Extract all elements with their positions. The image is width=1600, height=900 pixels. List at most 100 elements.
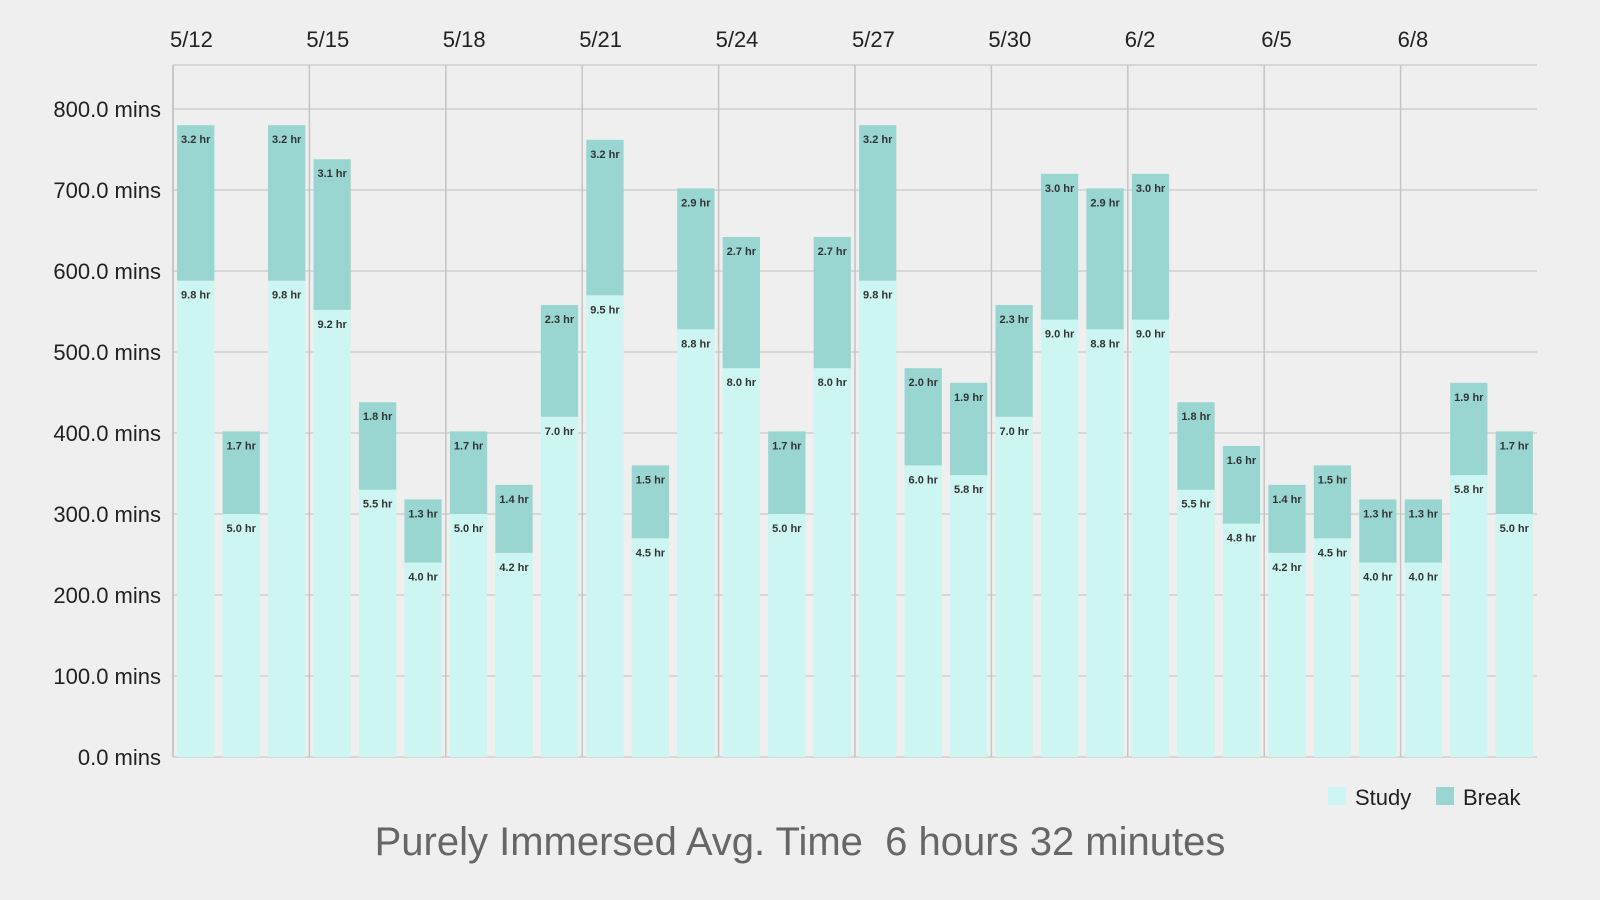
x-tick-label: 5/15 bbox=[306, 27, 349, 52]
bar-break bbox=[631, 465, 670, 539]
bar-study bbox=[904, 465, 942, 757]
break-value-label: 2.3 hr bbox=[999, 314, 1029, 326]
bar-study bbox=[1268, 552, 1306, 757]
x-tick-label: 6/8 bbox=[1398, 27, 1429, 52]
bar-break bbox=[222, 431, 260, 514]
bar-study bbox=[859, 280, 897, 757]
bar-study bbox=[222, 514, 260, 757]
bar-study bbox=[586, 295, 624, 757]
bar-break bbox=[1086, 188, 1124, 330]
study-value-label: 9.0 hr bbox=[1045, 329, 1075, 341]
break-value-label: 1.3 hr bbox=[408, 508, 438, 520]
legend-swatch bbox=[1436, 787, 1454, 805]
y-tick-label: 100.0 mins bbox=[53, 664, 161, 689]
bar-study bbox=[677, 329, 715, 757]
bar-break bbox=[449, 431, 488, 514]
bar-study bbox=[813, 368, 851, 757]
bars-layer bbox=[177, 125, 1533, 757]
y-tick-label: 800.0 mins bbox=[53, 97, 161, 122]
bar-study bbox=[995, 416, 1033, 757]
study-value-label: 5.0 hr bbox=[772, 523, 802, 535]
legend-label: Study bbox=[1355, 785, 1411, 810]
legend-label: Break bbox=[1463, 785, 1521, 810]
study-value-label: 9.8 hr bbox=[863, 290, 893, 302]
break-value-label: 2.9 hr bbox=[1090, 197, 1120, 209]
study-value-label: 7.0 hr bbox=[545, 426, 575, 438]
bar-break bbox=[404, 499, 442, 563]
break-value-label: 3.2 hr bbox=[272, 134, 302, 146]
y-tick-label: 600.0 mins bbox=[53, 259, 161, 284]
bar-study bbox=[495, 552, 533, 757]
break-value-label: 1.7 hr bbox=[1500, 440, 1530, 452]
break-value-label: 3.0 hr bbox=[1045, 183, 1075, 195]
study-value-label: 4.5 hr bbox=[1318, 547, 1348, 559]
bar-break bbox=[813, 236, 851, 369]
break-value-label: 2.7 hr bbox=[818, 246, 848, 258]
y-tick-label: 0.0 mins bbox=[78, 745, 161, 770]
bar-study bbox=[1313, 538, 1352, 757]
bar-break bbox=[358, 402, 397, 490]
bar-break bbox=[1404, 499, 1442, 563]
study-value-label: 5.0 hr bbox=[1500, 523, 1530, 535]
break-value-label: 3.2 hr bbox=[181, 134, 211, 146]
study-value-label: 8.0 hr bbox=[818, 377, 848, 389]
bar-break bbox=[268, 125, 306, 281]
break-value-label: 2.7 hr bbox=[727, 246, 757, 258]
break-value-label: 2.0 hr bbox=[909, 377, 939, 389]
y-tick-label: 400.0 mins bbox=[53, 421, 161, 446]
break-value-label: 1.6 hr bbox=[1227, 455, 1257, 467]
bar-break bbox=[1131, 173, 1170, 320]
bar-break bbox=[1040, 173, 1079, 320]
bar-break bbox=[722, 236, 760, 369]
bar-break bbox=[1495, 431, 1533, 514]
bar-study bbox=[1359, 562, 1397, 757]
bar-study bbox=[1040, 319, 1079, 757]
y-tick-label: 500.0 mins bbox=[53, 340, 161, 365]
summary-value: 6 hours 32 minutes bbox=[885, 820, 1226, 864]
study-value-label: 8.8 hr bbox=[1090, 338, 1120, 350]
study-value-label: 9.2 hr bbox=[317, 319, 347, 331]
break-value-label: 1.9 hr bbox=[954, 392, 984, 404]
bar-study bbox=[268, 280, 306, 757]
break-value-label: 1.8 hr bbox=[1181, 411, 1211, 423]
bar-study bbox=[1131, 319, 1170, 757]
study-value-label: 7.0 hr bbox=[999, 426, 1029, 438]
study-value-label: 4.8 hr bbox=[1227, 533, 1257, 545]
bar-study bbox=[1222, 523, 1261, 757]
study-value-label: 5.5 hr bbox=[1181, 499, 1211, 511]
study-value-label: 4.0 hr bbox=[1409, 572, 1439, 584]
study-value-label: 5.0 hr bbox=[227, 523, 257, 535]
bar-study bbox=[1450, 475, 1488, 757]
bar-break bbox=[586, 139, 624, 296]
avg-time-summary: Purely Immersed Avg. Time 6 hours 32 min… bbox=[0, 820, 1600, 865]
break-value-label: 1.5 hr bbox=[1318, 474, 1348, 486]
break-value-label: 1.5 hr bbox=[636, 474, 666, 486]
x-tick-label: 5/12 bbox=[170, 27, 213, 52]
x-tick-label: 5/30 bbox=[988, 27, 1031, 52]
study-value-label: 9.8 hr bbox=[272, 290, 302, 302]
bar-break bbox=[859, 125, 897, 281]
bar-study bbox=[404, 562, 442, 757]
study-value-label: 5.8 hr bbox=[954, 484, 984, 496]
x-tick-label: 5/21 bbox=[579, 27, 622, 52]
legend: Study Break bbox=[1328, 785, 1521, 810]
study-value-label: 9.5 hr bbox=[590, 304, 620, 316]
bar-study bbox=[1404, 562, 1442, 757]
bar-break bbox=[950, 382, 988, 476]
break-value-label: 3.0 hr bbox=[1136, 183, 1166, 195]
study-value-label: 8.8 hr bbox=[681, 338, 711, 350]
break-value-label: 1.3 hr bbox=[1363, 508, 1393, 520]
x-tick-label: 6/2 bbox=[1125, 27, 1156, 52]
axis-layer: 0.0 mins 100.0 mins 200.0 mins 300.0 mins 40… bbox=[53, 27, 1428, 770]
break-value-label: 3.2 hr bbox=[863, 134, 893, 146]
break-value-label: 1.7 hr bbox=[454, 440, 484, 452]
study-value-label: 4.5 hr bbox=[636, 547, 666, 559]
y-tick-label: 300.0 mins bbox=[53, 502, 161, 527]
break-value-label: 2.9 hr bbox=[681, 197, 711, 209]
bar-break bbox=[1268, 484, 1306, 553]
break-value-label: 3.1 hr bbox=[317, 168, 347, 180]
legend-swatch bbox=[1328, 787, 1346, 805]
bar-break bbox=[177, 125, 215, 281]
